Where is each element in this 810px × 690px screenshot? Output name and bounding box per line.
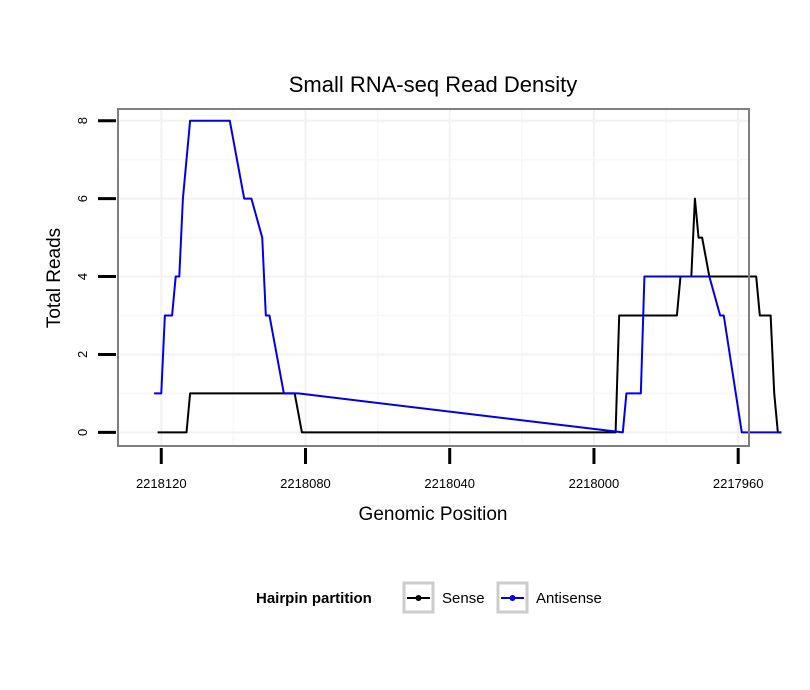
x-axis: 2218120 2218080 2218040 2218000 2217960 [136,448,764,491]
y-tick-label: 2 [75,351,90,358]
y-tick-label: 8 [75,117,90,124]
series-layer [154,119,782,434]
legend-item-antisense: Antisense [496,581,602,614]
legend-label-sense: Sense [442,590,485,607]
series-line-sense [157,197,782,434]
chart-title: Small RNA-seq Read Density [289,72,578,97]
y-axis-title: Total Reads [44,228,65,328]
y-tick-label: 6 [75,195,90,202]
x-tick-label: 2218120 [136,476,187,491]
legend-item-sense: Sense [402,581,485,614]
y-tick-label: 0 [75,429,90,436]
legend-title: Hairpin partition [256,590,372,607]
legend-label-antisense: Antisense [536,590,602,607]
legend-dot-sense [415,595,422,601]
x-tick-label: 2218040 [424,476,475,491]
plot-border [117,108,750,447]
series-line-antisense [154,119,782,434]
x-axis-title: Genomic Position [359,504,508,525]
x-tick-label: 2218080 [280,476,331,491]
x-tick-label: 2217960 [713,476,764,491]
x-tick-label: 2218000 [569,476,620,491]
y-tick-label: 4 [75,273,90,280]
y-axis: 0 2 4 6 8 [75,117,116,436]
legend: Hairpin partition Sense Antisense [256,581,602,614]
legend-dot-antisense [509,595,516,601]
